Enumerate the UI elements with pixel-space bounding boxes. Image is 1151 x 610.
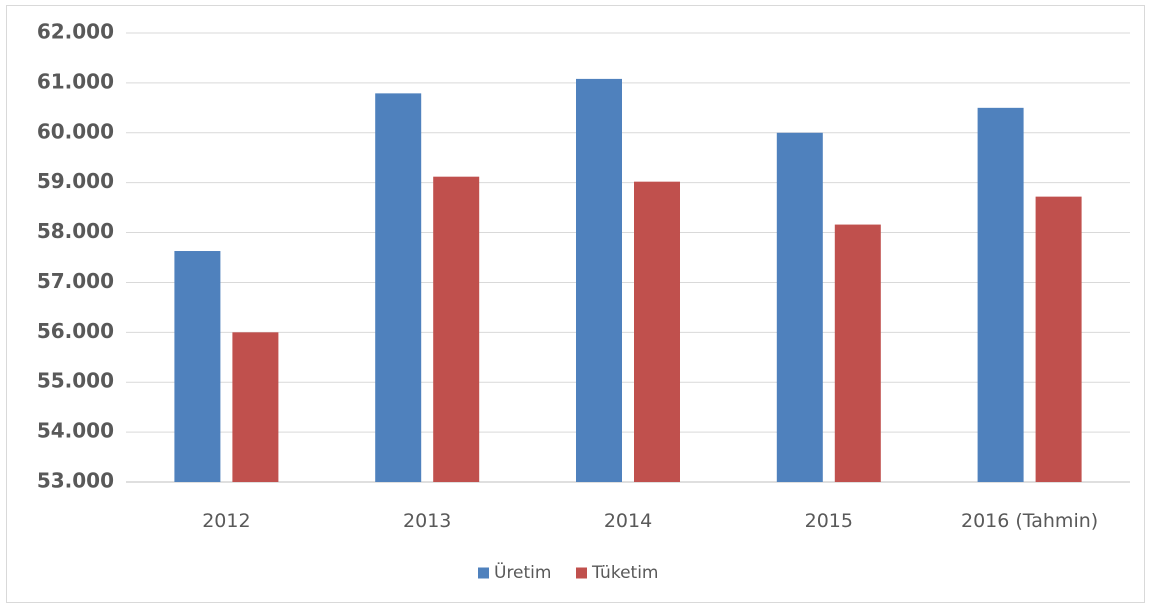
legend-label: Üretim — [494, 561, 551, 583]
legend-swatch — [478, 567, 489, 579]
bar-tuketim — [1035, 196, 1082, 482]
bar-uretim — [776, 132, 823, 482]
bar-uretim — [174, 251, 221, 482]
gridlines — [126, 32, 1130, 483]
legend: Üretim Tüketim — [478, 561, 658, 583]
y-axis-tick-labels: 53.000 54.000 55.000 56.000 57.000 58.000 59.0… — [37, 20, 114, 493]
legend-item-tuketim: Tüketim — [576, 563, 658, 583]
bar-tuketim — [232, 332, 279, 482]
x-tick-label: 2014 — [604, 510, 652, 532]
y-tick-label: 57.000 — [37, 269, 114, 293]
x-tick-label: 2015 — [805, 510, 853, 532]
x-tick-label: 2016 (Tahmin) — [961, 510, 1098, 532]
y-tick-label: 55.000 — [37, 369, 114, 393]
y-tick-label: 56.000 — [37, 319, 114, 343]
y-tick-label: 54.000 — [37, 419, 114, 443]
bar-uretim — [977, 107, 1024, 482]
bar-tuketim — [834, 224, 881, 482]
legend-item-uretim: Üretim — [478, 561, 551, 583]
x-tick-label: 2013 — [403, 510, 451, 532]
legend-swatch — [576, 567, 587, 579]
y-tick-label: 53.000 — [37, 469, 114, 493]
legend-label: Tüketim — [591, 563, 658, 583]
x-axis-tick-labels: 2012 2013 2014 2015 2016 (Tahmin) — [202, 510, 1098, 532]
bar-uretim — [375, 93, 422, 483]
y-tick-label: 60.000 — [37, 119, 114, 143]
y-tick-label: 59.000 — [37, 169, 114, 193]
y-tick-label: 61.000 — [37, 69, 114, 93]
y-tick-label: 62.000 — [37, 20, 114, 44]
y-tick-label: 58.000 — [37, 219, 114, 243]
bars — [174, 78, 1082, 483]
x-tick-label: 2012 — [202, 510, 250, 532]
bar-uretim — [576, 78, 622, 483]
bar-tuketim — [433, 176, 480, 482]
bar-tuketim — [634, 181, 680, 482]
